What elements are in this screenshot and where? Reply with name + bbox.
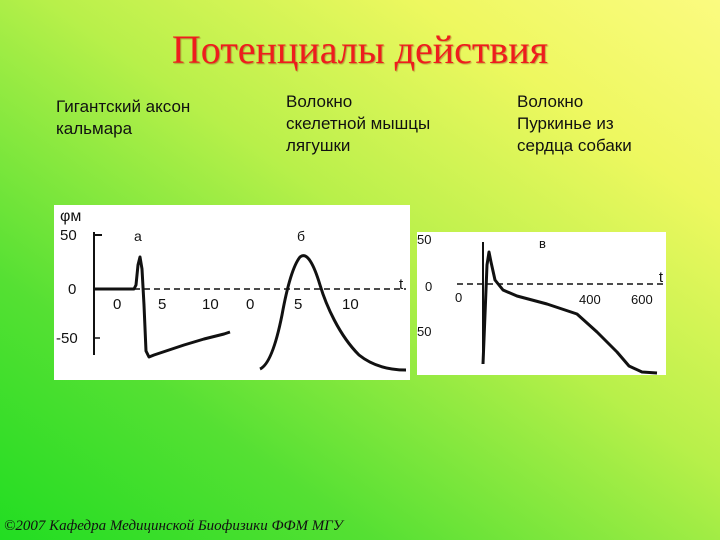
axis-t-label: t (399, 276, 404, 293)
x-tick-label: 5 (158, 296, 166, 313)
squid-axon-action-potential-curve (94, 255, 231, 359)
x-tick-label: 10 (342, 296, 359, 313)
plot-svg-purkinje: в t 0 400 600 (455, 236, 664, 375)
caption-squid-axon: Гигантский аксон кальмара (56, 97, 191, 138)
curve-a-label: a (134, 228, 142, 244)
caption-purkinje-fiber: Волокно Пуркинье из сердца собаки (517, 92, 632, 155)
curve-c-label: в (539, 236, 546, 251)
y-axis-label: φм (60, 208, 81, 225)
footer-credit: ©2007 Кафедра Медицинской Биофизики ФФМ … (4, 518, 343, 534)
x-tick-label: 600 (631, 292, 653, 307)
x-tick-label: 0 (455, 290, 462, 305)
x-tick-label: 0 (113, 296, 121, 313)
x-tick-label: 10 (202, 296, 219, 313)
plot-svg-squid-frog: φм 50 0 -50 t a 0 5 10 б 0 5 10 (56, 208, 407, 372)
purkinje-action-potential-curve (481, 250, 658, 375)
y-tick-label: 50 (417, 232, 432, 247)
y-tick-label: -50 (56, 330, 78, 347)
y-tick-label: 0 (68, 281, 76, 298)
plot-panel-squid-frog: φм 50 0 -50 t a 0 5 10 б 0 5 10 (54, 205, 410, 380)
curve-b-label: б (297, 228, 305, 244)
slide-title: Потенциалы действия (171, 27, 549, 72)
y-tick-label: 0 (425, 279, 433, 294)
panel-c-y-ticks: 50 0 50 (417, 232, 439, 348)
caption-frog-muscle: Волокно скелетной мышцы лягушки (286, 92, 431, 155)
x-tick-label: 400 (579, 292, 601, 307)
plot-panel-purkinje: в t 0 400 600 (417, 232, 666, 375)
frog-muscle-action-potential-curve (259, 254, 407, 372)
y-tick-label: 50 (60, 227, 77, 244)
y-tick-label: 50 (417, 324, 432, 339)
x-tick-label: 5 (294, 296, 302, 313)
x-tick-label: 0 (246, 296, 254, 313)
axis-t-label: t (659, 269, 664, 286)
